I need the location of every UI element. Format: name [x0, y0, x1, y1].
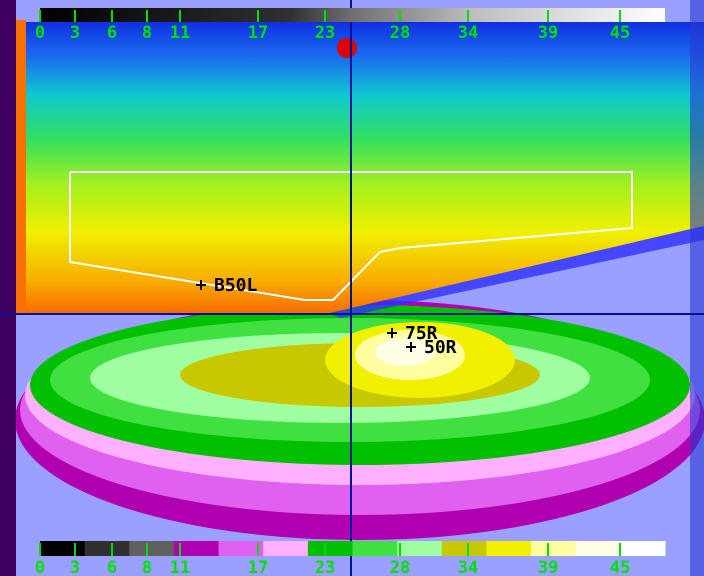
color-step	[397, 541, 443, 556]
marker-cross	[387, 328, 397, 338]
scale-label: 39	[538, 558, 558, 576]
color-step	[352, 541, 398, 556]
color-step	[173, 541, 220, 556]
color-step	[575, 541, 621, 556]
contour	[375, 338, 435, 366]
top-color-bar	[40, 8, 665, 22]
marker-label: B50L	[214, 275, 258, 296]
color-step	[218, 541, 264, 556]
color-step	[441, 541, 487, 556]
left-border	[0, 0, 16, 576]
marker-cross	[406, 342, 416, 352]
scale-label: 11	[170, 23, 190, 43]
scale-label: 6	[107, 23, 117, 43]
zone-outline	[69, 171, 633, 301]
scale-label: 3	[70, 23, 80, 43]
scale-label: 0	[35, 23, 45, 43]
scale-label: 23	[315, 558, 335, 576]
scale-label: 8	[142, 23, 152, 43]
scale-label: 45	[610, 23, 630, 43]
color-step	[486, 541, 532, 556]
scale-label: 34	[458, 23, 478, 43]
marker-crosses	[196, 280, 416, 352]
scale-label: 6	[107, 558, 117, 576]
hot-spot	[337, 38, 357, 58]
lower-pattern	[15, 300, 704, 540]
scale-label: 17	[248, 23, 268, 43]
scale-label: 0	[35, 558, 45, 576]
scale-label: 23	[315, 23, 335, 43]
color-step	[307, 541, 353, 556]
scale-label: 3	[70, 558, 80, 576]
bottom-color-bar	[40, 541, 666, 556]
scale-label: 11	[170, 558, 190, 576]
scale-label: 34	[458, 558, 478, 576]
scale-label: 28	[390, 23, 410, 43]
marker-cross	[196, 280, 206, 290]
scale-label: 45	[610, 558, 630, 576]
marker-label: 75R	[405, 323, 438, 344]
color-step	[84, 541, 130, 556]
scale-label: 28	[390, 558, 410, 576]
right-border	[690, 0, 704, 576]
color-step	[620, 541, 666, 556]
cutoff-band	[330, 226, 704, 318]
scale-label: 8	[142, 558, 152, 576]
left-strip	[16, 20, 26, 315]
scale-label: 17	[248, 558, 268, 576]
color-step	[531, 541, 577, 556]
marker-label: 50R	[424, 337, 457, 358]
color-step	[263, 541, 309, 556]
color-step	[40, 541, 86, 556]
color-step	[129, 541, 175, 556]
scale-label: 39	[538, 23, 558, 43]
